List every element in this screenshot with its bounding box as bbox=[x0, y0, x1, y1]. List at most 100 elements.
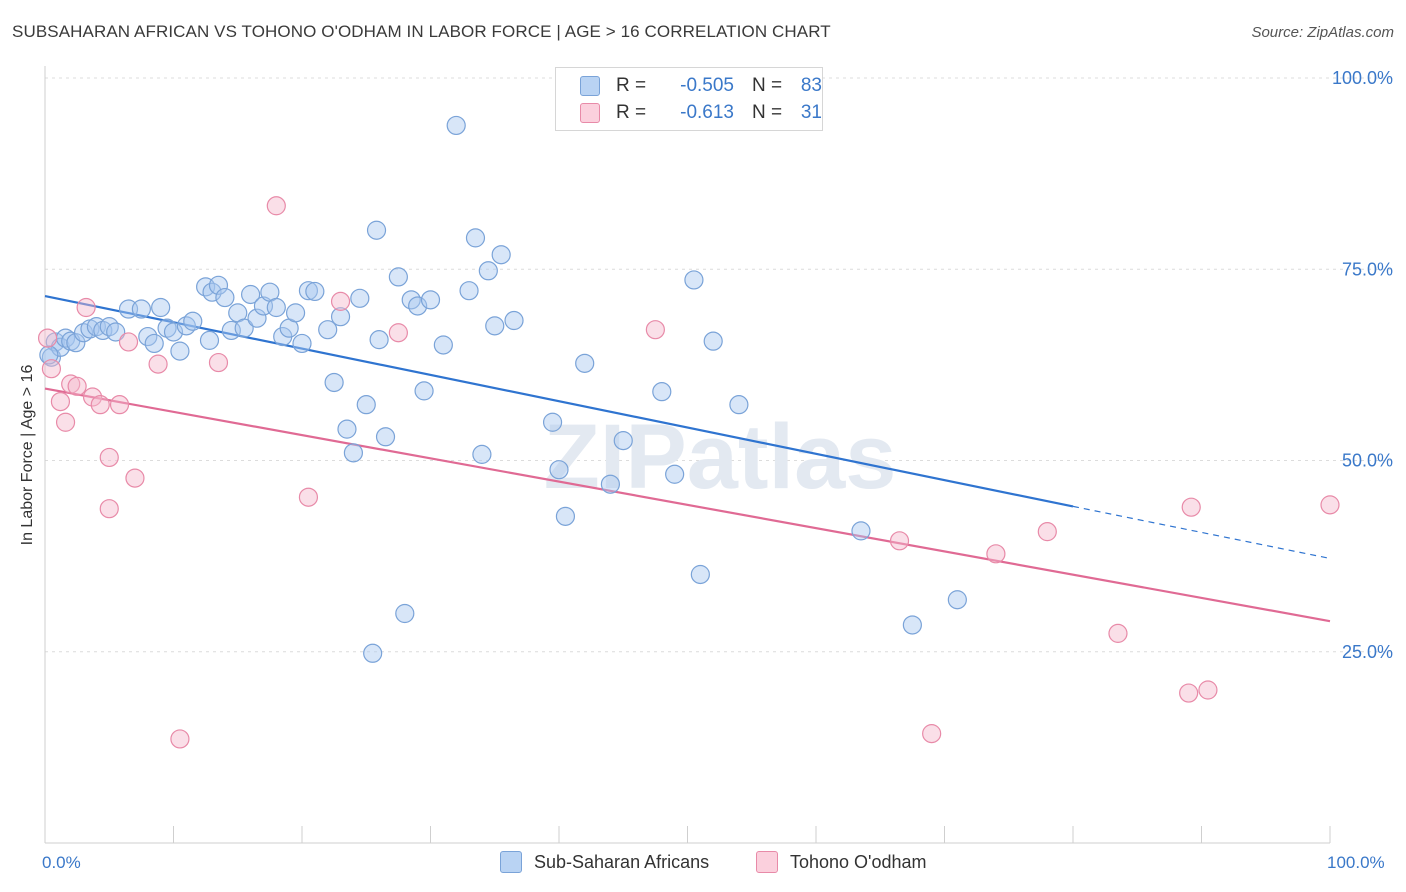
data-point bbox=[330, 307, 351, 327]
series-swatch-subsaharan bbox=[500, 851, 522, 873]
data-point bbox=[125, 468, 145, 488]
series-name-tohono: Tohono O'odham bbox=[790, 851, 927, 872]
data-point bbox=[109, 395, 130, 415]
data-point bbox=[183, 311, 203, 331]
data-point bbox=[613, 431, 633, 451]
y-tick-label: 75.0% bbox=[1342, 259, 1393, 279]
y-tick-label: 50.0% bbox=[1342, 451, 1393, 471]
data-points bbox=[37, 115, 1340, 749]
data-point bbox=[690, 564, 710, 585]
data-point bbox=[1179, 683, 1199, 703]
data-point bbox=[555, 506, 576, 526]
series-points-1 bbox=[37, 196, 1340, 749]
data-point bbox=[305, 281, 325, 302]
trend-lines bbox=[44, 294, 1331, 623]
watermark: ZIPatlas bbox=[544, 406, 897, 508]
r-value: -0.505 bbox=[680, 75, 734, 96]
data-point bbox=[459, 281, 479, 301]
series-legend-tohono: Tohono O'odham bbox=[756, 851, 927, 873]
data-point bbox=[922, 724, 942, 744]
data-point bbox=[889, 531, 910, 551]
data-point bbox=[208, 352, 229, 373]
data-point bbox=[298, 487, 319, 507]
data-point bbox=[131, 299, 151, 319]
legend-swatch-subsaharan bbox=[580, 76, 600, 96]
data-point bbox=[90, 395, 110, 415]
data-point bbox=[118, 332, 139, 352]
data-point bbox=[729, 395, 749, 415]
data-point bbox=[902, 615, 922, 635]
n-label: N = bbox=[752, 102, 783, 123]
series-name-subsaharan: Sub-Saharan Africans bbox=[534, 851, 710, 872]
data-point bbox=[343, 443, 363, 463]
data-point bbox=[433, 335, 453, 355]
data-point bbox=[504, 310, 524, 331]
data-point bbox=[542, 412, 563, 432]
data-point bbox=[215, 287, 235, 308]
r-label: R = bbox=[616, 102, 647, 123]
data-point bbox=[37, 328, 58, 348]
data-point bbox=[549, 460, 569, 480]
data-point bbox=[99, 317, 119, 337]
data-point bbox=[330, 291, 351, 311]
data-point bbox=[414, 381, 434, 401]
data-point bbox=[375, 427, 396, 447]
data-point bbox=[199, 330, 220, 350]
data-point bbox=[420, 290, 441, 310]
data-point bbox=[600, 474, 621, 494]
n-value: 83 bbox=[800, 75, 822, 96]
gridlines bbox=[45, 77, 1392, 653]
data-point bbox=[388, 323, 408, 343]
data-point bbox=[266, 196, 286, 216]
y-tick-label: 100.0% bbox=[1332, 68, 1393, 88]
data-point bbox=[55, 412, 76, 432]
data-point bbox=[446, 115, 466, 136]
legend-swatch-tohono bbox=[580, 103, 600, 123]
data-point bbox=[292, 333, 312, 354]
data-point bbox=[1198, 680, 1218, 700]
y-tick-labels: 25.0% 50.0% 75.0% 100.0% bbox=[1332, 68, 1393, 662]
data-point bbox=[50, 391, 71, 412]
source-label: Source: ZipAtlas.com bbox=[1251, 24, 1394, 41]
data-point bbox=[645, 320, 665, 340]
data-point bbox=[485, 316, 505, 336]
data-point bbox=[1108, 623, 1128, 643]
data-point bbox=[388, 267, 408, 287]
data-point bbox=[241, 284, 261, 305]
data-point bbox=[652, 382, 672, 402]
r-label: R = bbox=[616, 75, 647, 96]
y-tick-label: 25.0% bbox=[1342, 642, 1393, 662]
data-point bbox=[208, 275, 229, 295]
data-point bbox=[465, 228, 486, 248]
r-value: -0.613 bbox=[680, 102, 734, 123]
data-point bbox=[67, 376, 87, 396]
data-point bbox=[491, 245, 511, 265]
data-point bbox=[478, 261, 498, 281]
trend-line bbox=[44, 387, 1331, 623]
data-point bbox=[99, 499, 119, 519]
data-point bbox=[99, 447, 119, 468]
n-value: 31 bbox=[800, 102, 822, 123]
data-point bbox=[350, 288, 370, 308]
data-point bbox=[234, 318, 254, 338]
data-point bbox=[247, 308, 267, 328]
data-point bbox=[472, 444, 492, 464]
data-point bbox=[66, 333, 86, 353]
data-point bbox=[144, 333, 164, 354]
trend-line-extension bbox=[1072, 505, 1331, 560]
data-point bbox=[665, 464, 685, 484]
data-point bbox=[82, 387, 103, 407]
data-point bbox=[337, 419, 357, 439]
data-point bbox=[1181, 497, 1201, 517]
trend-line bbox=[44, 294, 1074, 508]
data-point bbox=[266, 297, 286, 318]
data-point bbox=[285, 303, 306, 323]
data-point bbox=[148, 354, 168, 374]
data-point bbox=[324, 372, 344, 393]
legend-row-subsaharan: R = -0.505 N = 83 bbox=[580, 73, 822, 99]
data-point bbox=[363, 643, 383, 663]
data-point bbox=[1037, 522, 1057, 542]
data-point bbox=[170, 341, 190, 361]
data-point bbox=[318, 320, 338, 340]
